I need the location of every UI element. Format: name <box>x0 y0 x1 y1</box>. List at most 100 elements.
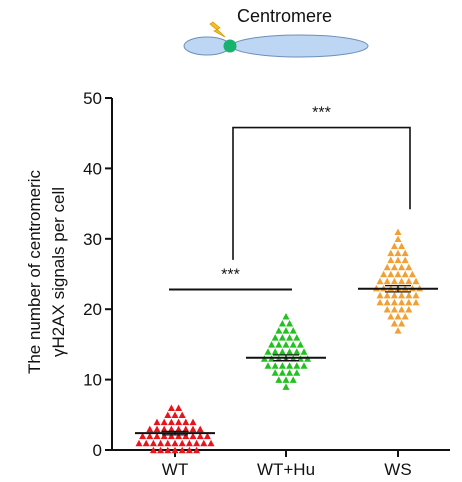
data-point <box>390 305 398 313</box>
data-point <box>282 312 290 320</box>
data-point <box>398 305 406 313</box>
data-point <box>405 263 413 271</box>
data-point <box>398 277 406 285</box>
data-point <box>383 277 391 285</box>
data-point <box>387 312 395 320</box>
data-point <box>296 341 304 348</box>
significance-brackets: *** *** <box>169 105 411 291</box>
y-tick-label: 30 <box>83 230 102 249</box>
data-point <box>383 305 391 313</box>
data-point <box>394 327 402 334</box>
data-point <box>146 432 154 440</box>
data-point <box>401 249 409 257</box>
mean-bars <box>135 285 438 436</box>
y-tick-label: 10 <box>83 371 102 390</box>
data-point <box>160 418 168 426</box>
data-point <box>405 305 413 313</box>
data-point <box>398 320 406 327</box>
data-point <box>380 270 388 278</box>
data-point <box>203 432 211 440</box>
data-point <box>412 291 420 299</box>
data-point <box>160 432 168 440</box>
chromosome-long-arm <box>231 34 369 58</box>
data-point <box>175 418 183 426</box>
data-point <box>394 249 402 257</box>
data-point <box>390 298 398 306</box>
data-point <box>282 383 290 390</box>
data-point <box>157 439 165 447</box>
data-point <box>175 432 183 440</box>
data-point <box>167 432 175 440</box>
data-point <box>401 270 409 278</box>
data-point <box>394 270 402 278</box>
data-point <box>146 425 154 433</box>
data-point <box>264 348 272 355</box>
data-point <box>390 320 398 327</box>
data-point <box>167 418 175 426</box>
data-point <box>275 341 283 348</box>
data-point <box>398 298 406 306</box>
data-point <box>289 376 297 383</box>
data-point <box>376 298 384 306</box>
y-tick-label: 50 <box>83 89 102 108</box>
data-point <box>189 425 197 433</box>
data-point <box>394 256 402 264</box>
data-point <box>164 411 172 419</box>
data-point <box>394 312 402 320</box>
data-point <box>178 411 186 419</box>
data-point <box>157 446 165 454</box>
data-point <box>394 235 402 243</box>
data-point <box>182 418 190 426</box>
y-tick-label: 40 <box>83 159 102 178</box>
data-point <box>207 439 215 447</box>
data-point <box>282 376 290 383</box>
data-point <box>271 334 279 341</box>
data-point <box>286 369 294 376</box>
data-point <box>286 334 294 341</box>
y-ticks: 0 10 20 30 40 50 <box>83 89 112 460</box>
data-point <box>175 425 183 433</box>
data-point <box>182 425 190 433</box>
data-point <box>160 425 168 433</box>
data-point <box>167 425 175 433</box>
data-point <box>264 362 272 369</box>
x-tick-label: WT+Hu <box>257 460 315 479</box>
y-tick-label: 0 <box>93 441 102 460</box>
data-point <box>383 291 391 299</box>
data-point <box>275 327 283 334</box>
y-tick-label: 20 <box>83 300 102 319</box>
data-point <box>401 312 409 320</box>
data-point <box>387 270 395 278</box>
data-point <box>189 432 197 440</box>
data-point <box>171 411 179 419</box>
data-point <box>139 432 147 440</box>
data-point <box>278 348 286 355</box>
data-point <box>278 320 286 327</box>
data-point <box>178 446 186 454</box>
data-point <box>390 263 398 271</box>
data-point <box>278 334 286 341</box>
data-point <box>412 298 420 306</box>
data-point <box>387 256 395 264</box>
data-point <box>405 291 413 299</box>
data-point <box>167 404 175 412</box>
data-point <box>390 242 398 250</box>
data-point <box>185 446 193 454</box>
data-point <box>271 362 279 369</box>
data-point <box>171 439 179 447</box>
lightning-bolt-icon <box>209 21 226 38</box>
data-point <box>293 362 301 369</box>
data-point <box>398 242 406 250</box>
data-point <box>300 362 308 369</box>
data-point <box>196 432 204 440</box>
data-point <box>196 425 204 433</box>
data-point <box>293 369 301 376</box>
y-axis-title-line-2: γH2AX signals per cell <box>49 187 68 357</box>
data-point <box>268 341 276 348</box>
x-tick-label: WS <box>384 460 411 479</box>
chromosome-short-arm <box>183 36 231 56</box>
significance-bracket-wthu-vs-ws <box>232 126 411 260</box>
data-point <box>293 334 301 341</box>
data-point <box>175 404 183 412</box>
